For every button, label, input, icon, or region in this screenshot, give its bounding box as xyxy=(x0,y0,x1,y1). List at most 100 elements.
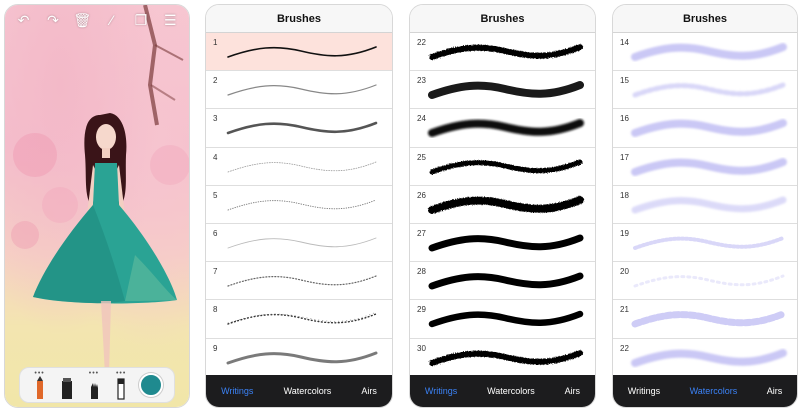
brush-row[interactable]: 4 xyxy=(206,148,392,186)
brush-row[interactable]: 29 xyxy=(410,300,595,339)
brush-stroke-preview xyxy=(428,195,584,214)
brush-stroke-preview xyxy=(429,44,583,60)
brush-stroke-preview xyxy=(227,84,377,96)
tool-options-dots[interactable]: ••• xyxy=(34,370,45,377)
magic-wand-icon[interactable]: ⁄ xyxy=(110,12,113,28)
brush-number: 2 xyxy=(213,76,218,86)
brush-number: 29 xyxy=(417,305,426,315)
brush-stroke-preview xyxy=(631,119,787,138)
brush-number: 18 xyxy=(620,190,629,200)
smudge-tool[interactable]: ••• xyxy=(85,369,103,401)
brush-row[interactable]: 15 xyxy=(613,71,797,110)
brush-row[interactable]: 23 xyxy=(410,71,595,110)
tab-airs[interactable]: Airs xyxy=(361,386,377,396)
brush-row[interactable]: 25 xyxy=(410,148,595,186)
brush-number: 22 xyxy=(620,343,629,353)
brush-row[interactable]: 2 xyxy=(206,71,392,110)
brush-stroke-preview xyxy=(428,272,584,290)
brushes-screen-watercolors: Brushes 14 15 16 17 18 19 20 21 22 Writings Wate… xyxy=(612,4,798,408)
marker-tool[interactable] xyxy=(58,369,76,401)
brush-number: 14 xyxy=(620,38,629,47)
brush-number: 20 xyxy=(620,267,629,277)
brush-category-tabs: Writings Watercolors Airs xyxy=(613,375,797,407)
brush-row[interactable]: 9 xyxy=(206,339,392,377)
brush-list: 1 2 3 4 5 6 7 8 9 xyxy=(206,33,392,377)
list-icon[interactable]: ☰ xyxy=(164,12,177,28)
tab-writings[interactable]: Writings xyxy=(424,386,458,396)
tab-watercolors[interactable]: Watercolors xyxy=(487,386,535,396)
canvas-screen: ↶ ↷ 🗑 ⁄ ❐ ☰ ••• ••• ••• xyxy=(4,4,190,408)
color-picker-swatch[interactable] xyxy=(139,373,164,397)
page-title: Brushes xyxy=(480,12,525,25)
brush-stroke-preview xyxy=(227,161,377,172)
brush-row[interactable]: 19 xyxy=(613,224,797,263)
brush-row[interactable]: 22 xyxy=(410,33,595,72)
brush-stroke-preview xyxy=(227,46,377,58)
brush-stroke-preview xyxy=(633,274,785,288)
tab-airs[interactable]: Airs xyxy=(564,386,581,396)
brush-number: 19 xyxy=(620,228,629,238)
brush-stroke-preview xyxy=(227,237,377,249)
tool-options-dots[interactable]: ••• xyxy=(115,370,127,377)
brush-number: 23 xyxy=(417,76,426,86)
hand-icon xyxy=(90,383,98,399)
tab-airs[interactable]: Airs xyxy=(766,386,783,396)
brush-row[interactable]: 24 xyxy=(410,109,595,148)
brush-row[interactable]: 6 xyxy=(206,224,392,263)
brush-row[interactable]: 27 xyxy=(410,224,595,263)
page-title: Brushes xyxy=(276,12,322,25)
brush-stroke-preview xyxy=(631,348,787,367)
eraser-tool[interactable]: ••• xyxy=(112,369,130,401)
brush-row[interactable]: 7 xyxy=(206,262,392,301)
nav-bar: Brushes xyxy=(613,5,797,33)
brush-row[interactable]: 14 xyxy=(613,33,797,72)
brush-row[interactable]: 20 xyxy=(613,262,797,301)
painting-canvas[interactable] xyxy=(5,5,189,407)
brush-row[interactable]: 3 xyxy=(206,109,392,148)
brush-row[interactable]: 21 xyxy=(613,300,797,339)
brush-stroke-preview xyxy=(631,157,787,176)
undo-icon[interactable]: ↶ xyxy=(17,12,30,28)
brush-row[interactable]: 28 xyxy=(410,262,595,301)
brush-stroke-preview xyxy=(631,43,787,61)
brush-stroke-preview xyxy=(429,349,583,366)
brush-row[interactable]: 30 xyxy=(410,339,595,377)
brush-stroke-preview xyxy=(631,310,787,328)
tab-writings[interactable]: Writings xyxy=(221,386,254,396)
tool-options-dots[interactable]: ••• xyxy=(88,370,100,377)
brush-number: 21 xyxy=(620,305,629,315)
brush-number: 24 xyxy=(417,114,426,124)
tab-writings[interactable]: Writings xyxy=(627,386,661,396)
brush-list: 22 23 24 25 26 27 28 29 30 xyxy=(410,33,595,377)
page-title: Brushes xyxy=(682,12,728,25)
brush-row[interactable]: 18 xyxy=(613,186,797,224)
brush-number: 7 xyxy=(213,267,218,277)
brush-stroke-preview xyxy=(631,196,787,214)
brush-number: 8 xyxy=(213,305,218,315)
brush-number: 16 xyxy=(620,114,629,124)
brush-list: 14 15 16 17 18 19 20 21 22 xyxy=(613,33,797,377)
redo-icon[interactable]: ↷ xyxy=(47,12,59,28)
brush-number: 6 xyxy=(213,228,218,238)
nav-bar: Brushes xyxy=(206,5,392,33)
brush-row[interactable]: 22 xyxy=(613,339,797,377)
brush-stroke-preview xyxy=(227,312,377,326)
brush-row[interactable]: 26 xyxy=(410,186,595,224)
brush-row[interactable]: 5 xyxy=(206,186,392,224)
brush-row[interactable]: 8 xyxy=(206,300,392,339)
brush-row[interactable]: 16 xyxy=(613,109,797,148)
brush-stroke-preview xyxy=(428,311,584,328)
brush-row[interactable]: 1 xyxy=(206,33,392,72)
brush-stroke-preview xyxy=(227,199,377,211)
brush-category-tabs: Writings Watercolors Airs xyxy=(206,375,392,407)
duplicate-icon[interactable]: ❐ xyxy=(134,12,148,28)
tab-watercolors[interactable]: Watercolors xyxy=(689,386,738,396)
trash-icon[interactable]: 🗑 xyxy=(73,12,92,28)
brush-number: 28 xyxy=(417,267,426,277)
pencil-tool[interactable]: ••• xyxy=(31,369,49,401)
brush-number: 22 xyxy=(417,38,426,47)
brush-number: 4 xyxy=(213,152,218,162)
tab-watercolors[interactable]: Watercolors xyxy=(283,386,332,396)
brush-number: 3 xyxy=(213,114,218,124)
brush-row[interactable]: 17 xyxy=(613,148,797,186)
